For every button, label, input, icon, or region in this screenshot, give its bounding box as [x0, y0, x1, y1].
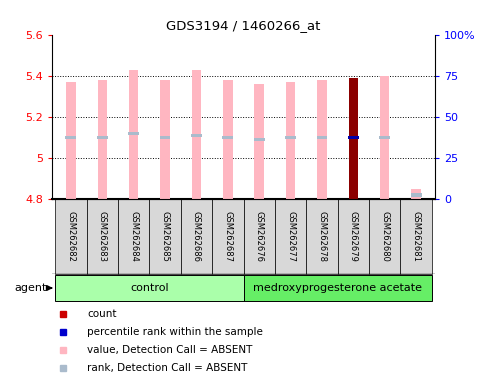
Bar [223, 80, 232, 199]
Bar [411, 193, 422, 197]
Text: count: count [87, 309, 116, 319]
Bar [128, 132, 139, 135]
Text: medroxyprogesterone acetate: medroxyprogesterone acetate [253, 283, 422, 293]
Bar [254, 138, 265, 141]
Text: value, Detection Call = ABSENT: value, Detection Call = ABSENT [87, 345, 252, 355]
Bar [192, 70, 201, 199]
Bar [400, 199, 432, 274]
Bar [149, 199, 181, 274]
Bar [255, 84, 264, 199]
Text: GSM262682: GSM262682 [66, 211, 75, 262]
Bar [306, 199, 338, 274]
Bar [349, 78, 358, 199]
Text: GSM262677: GSM262677 [286, 211, 295, 262]
Text: GSM262686: GSM262686 [192, 211, 201, 262]
Text: agent: agent [15, 283, 47, 293]
Bar [338, 199, 369, 274]
Bar [55, 199, 86, 274]
Bar [98, 80, 107, 199]
Text: GSM262681: GSM262681 [412, 211, 421, 262]
Bar [159, 136, 170, 139]
Bar [181, 199, 212, 274]
Bar [380, 76, 389, 199]
Bar [55, 275, 243, 301]
Bar [243, 199, 275, 274]
Bar [191, 134, 202, 137]
Bar [86, 199, 118, 274]
Bar [65, 136, 76, 139]
Bar [369, 199, 400, 274]
Bar [66, 82, 75, 199]
Bar [222, 136, 233, 139]
Bar [379, 136, 390, 139]
Bar [316, 136, 327, 139]
Text: GSM262676: GSM262676 [255, 211, 264, 262]
Text: GSM262685: GSM262685 [160, 211, 170, 262]
Bar [412, 189, 421, 199]
Text: GSM262679: GSM262679 [349, 211, 358, 262]
Text: GSM262687: GSM262687 [223, 211, 232, 262]
Text: GSM262684: GSM262684 [129, 211, 138, 262]
Text: percentile rank within the sample: percentile rank within the sample [87, 327, 263, 337]
Bar [97, 136, 108, 139]
Bar [160, 80, 170, 199]
Text: GSM262683: GSM262683 [98, 211, 107, 262]
Bar [129, 70, 138, 199]
Bar [285, 136, 296, 139]
Bar [243, 275, 432, 301]
Bar [286, 82, 295, 199]
Bar [275, 199, 306, 274]
Text: rank, Detection Call = ABSENT: rank, Detection Call = ABSENT [87, 363, 247, 373]
Title: GDS3194 / 1460266_at: GDS3194 / 1460266_at [166, 20, 321, 32]
Text: GSM262678: GSM262678 [317, 211, 327, 262]
Text: GSM262680: GSM262680 [380, 211, 389, 262]
Bar [118, 199, 149, 274]
Bar [317, 80, 327, 199]
Bar [348, 136, 359, 139]
Bar [212, 199, 243, 274]
Text: control: control [130, 283, 169, 293]
